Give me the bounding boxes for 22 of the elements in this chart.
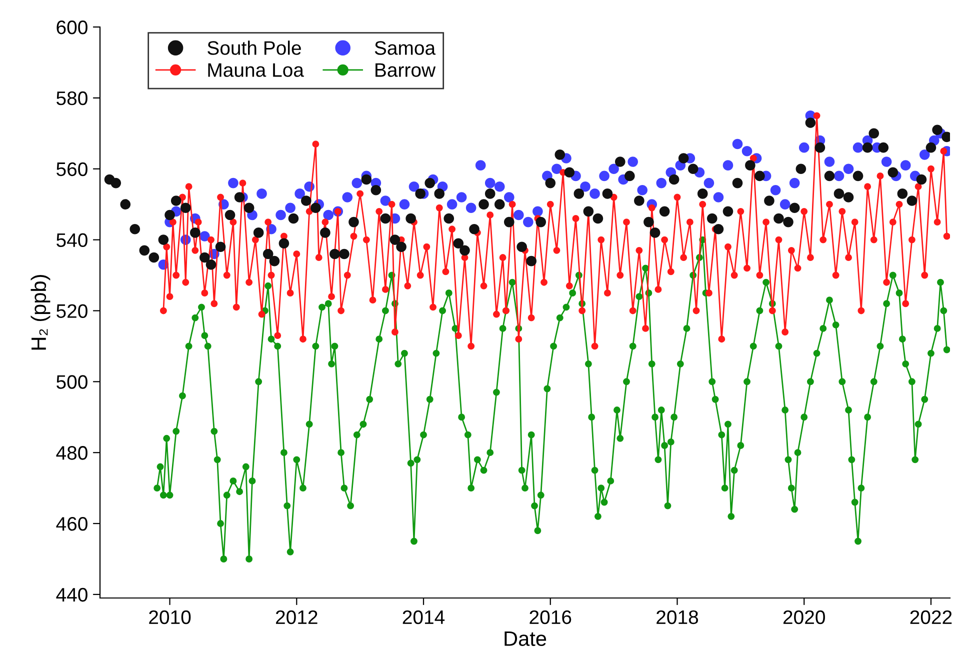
x-tick-label: 2018 <box>656 610 698 624</box>
y-axis-title: H₂ (ppb) <box>30 275 50 350</box>
x-axis-title: Date <box>504 631 546 646</box>
y-tick-label: 600 <box>56 20 88 34</box>
x-tick-label: 2014 <box>402 610 445 624</box>
x-tick-label: 2022 <box>910 610 952 624</box>
y-tick-label: 500 <box>56 375 88 389</box>
x-tick-label: 2012 <box>276 610 318 624</box>
x-tick-label: 2020 <box>783 610 825 624</box>
legend-label: Samoa <box>374 41 436 55</box>
y-tick-label: 440 <box>56 588 88 602</box>
y-tick-label: 460 <box>56 516 88 531</box>
legend-label: Barrow <box>376 63 436 77</box>
x-tick-label: 2010 <box>149 610 191 624</box>
y-tick-label: 580 <box>56 91 88 106</box>
y-tick-label: 520 <box>56 304 88 318</box>
x-tick-label: 2016 <box>530 610 572 624</box>
y-tick-label: 540 <box>56 233 88 248</box>
y-tick-label: 480 <box>56 446 88 460</box>
y-tick-label: 560 <box>56 162 88 176</box>
legend-label: South Pole <box>208 40 301 55</box>
legend-label: Mauna Loa <box>208 63 304 77</box>
